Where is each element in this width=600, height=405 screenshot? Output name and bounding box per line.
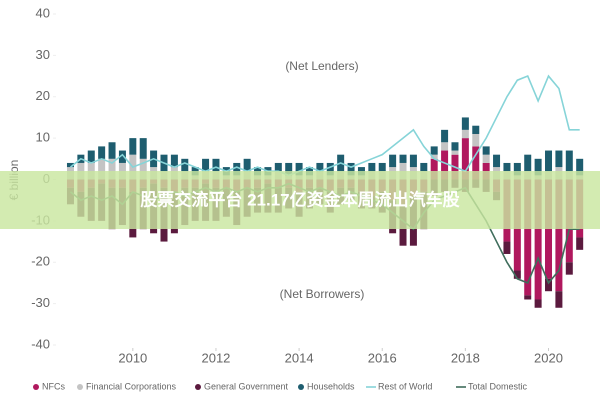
bar-segment — [139, 158, 147, 180]
bar-segment — [472, 133, 480, 147]
bar-segment — [534, 158, 542, 176]
y-tick-label: -30 — [31, 295, 50, 310]
bar-segment — [461, 129, 469, 139]
overlay-band — [0, 171, 600, 229]
bar-segment — [482, 154, 490, 163]
bar-segment — [555, 179, 563, 292]
y-tick-label: -40 — [31, 336, 50, 351]
bar-segment — [212, 158, 220, 172]
bar-segment — [441, 142, 449, 151]
bar-segment — [524, 154, 532, 172]
x-tick-label: 2016 — [368, 350, 397, 365]
bar-segment — [534, 299, 542, 308]
legend-label: Households — [307, 381, 355, 391]
bar-segment — [513, 270, 521, 279]
bar-segment — [441, 150, 449, 180]
bar-segment — [87, 150, 95, 163]
bar-segment — [98, 158, 106, 180]
bar-segment — [409, 154, 417, 168]
legend-marker — [298, 384, 304, 390]
bar-segment — [368, 162, 376, 172]
legend-label: NFCs — [42, 381, 65, 391]
legend-marker — [33, 384, 39, 390]
bar-segment — [534, 179, 542, 300]
bar-segment — [503, 162, 511, 172]
bar-segment — [326, 162, 334, 176]
bar-segment — [451, 150, 459, 155]
bar-segment — [565, 262, 573, 275]
bar-segment — [285, 162, 293, 176]
bar-segment — [399, 154, 407, 163]
bar-segment — [378, 162, 386, 172]
annotation: (Net Borrowers) — [280, 287, 365, 301]
bar-segment — [430, 146, 438, 155]
bar-segment — [420, 162, 428, 172]
legend-marker — [195, 384, 201, 390]
y-tick-label: 10 — [36, 130, 50, 145]
bar-segment — [461, 117, 469, 130]
bar-segment — [170, 154, 178, 168]
legend-label: Rest of World — [378, 381, 432, 391]
bar-segment — [202, 158, 210, 172]
y-tick-label: 20 — [36, 88, 50, 103]
line — [69, 74, 580, 177]
bar-segment — [389, 154, 397, 168]
bar-segment — [66, 162, 74, 168]
legend-label: Total Domestic — [468, 381, 528, 391]
bar-segment — [545, 179, 553, 279]
bar-segment — [482, 146, 490, 155]
x-tick-label: 2010 — [118, 350, 147, 365]
bar-segment — [98, 146, 106, 159]
x-tick-label: 2012 — [201, 350, 230, 365]
bar-segment — [555, 150, 563, 168]
bar-segment — [295, 162, 303, 176]
bar-segment — [108, 142, 116, 159]
bar-segment — [565, 150, 573, 172]
bar-segment — [461, 138, 469, 180]
bar-segment — [545, 278, 553, 292]
annotation: (Net Lenders) — [285, 59, 358, 73]
legend-label: Financial Corporations — [86, 381, 177, 391]
bar-segment — [139, 138, 147, 159]
bar-segment — [274, 162, 282, 172]
overlay-text: 股票交流平台 21.17亿资金本周流出汽车股 — [140, 189, 459, 209]
bar-segment — [472, 146, 480, 180]
bar-segment — [503, 241, 511, 254]
bar-segment — [108, 158, 116, 180]
bar-segment — [576, 158, 584, 176]
bar-segment — [243, 158, 251, 172]
bar-segment — [545, 150, 553, 172]
bar-segment — [129, 138, 137, 155]
legend-label: General Government — [204, 381, 289, 391]
bar-segment — [181, 158, 189, 172]
bar-segment — [513, 162, 521, 176]
x-tick-label: 2020 — [534, 350, 563, 365]
y-tick-label: -20 — [31, 254, 50, 269]
bar-segment — [316, 162, 324, 172]
bar-segment — [576, 237, 584, 250]
bar-segment — [524, 295, 532, 300]
bar-segment — [451, 142, 459, 151]
bar-segment — [524, 179, 532, 296]
bar-segment — [555, 291, 563, 308]
bar-segment — [347, 162, 355, 176]
bar-segment — [430, 158, 438, 180]
bar-segment — [430, 154, 438, 159]
bar-segment — [441, 129, 449, 143]
legend: NFCs Financial Corporations General Govern… — [33, 381, 528, 391]
bar-segment — [493, 154, 501, 168]
y-tick-label: 40 — [36, 5, 50, 20]
legend-marker — [77, 384, 83, 390]
bar-segment — [472, 125, 480, 134]
x-tick-label: 2014 — [285, 350, 314, 365]
x-tick-label: 2018 — [451, 350, 480, 365]
bar-segment — [233, 162, 241, 176]
bar-segment — [118, 150, 126, 163]
y-tick-label: 30 — [36, 47, 50, 62]
